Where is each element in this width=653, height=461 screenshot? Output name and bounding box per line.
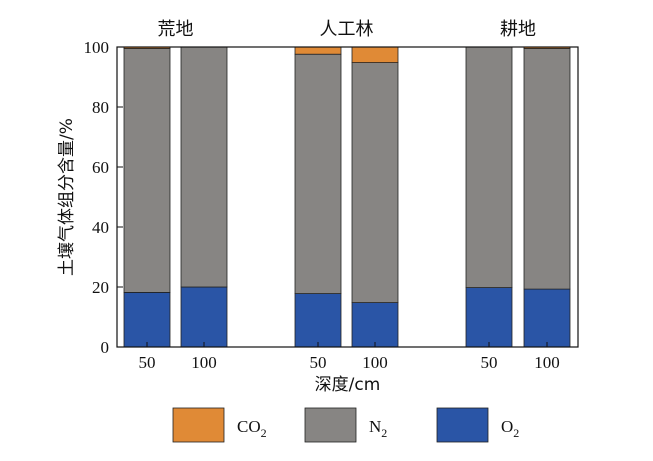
plot-frame [116,46,579,348]
y-tick-label: 0 [101,338,110,357]
legend-swatch-co2 [172,407,225,443]
y-tick-label: 40 [92,218,109,237]
legend-label-co2: CO2 [237,417,267,440]
bar-n2-5 [465,46,513,289]
y-tick-label: 100 [84,38,110,57]
bar-o2-6 [523,288,571,348]
bar-o2-2 [180,286,228,348]
y-axis-label: 土壤气体组分含量/% [56,118,77,276]
x-tick-label: 50 [139,353,156,372]
group-label: 人工林 [320,19,374,40]
bar-co2-4 [351,46,399,64]
bar-n2-2 [180,46,228,288]
legend-label-o2: O2 [501,417,519,440]
legend: CO2 N2 O2 [172,407,519,443]
group-label: 耕地 [500,19,536,40]
group-label: 荒地 [158,19,194,40]
bar-o2-4 [351,302,399,348]
y-axis-ticks: 0 20 40 60 80 100 [84,38,123,357]
legend-swatch-o2 [436,407,489,443]
bar-n2-1 [123,48,171,293]
bar-n2-3 [294,53,342,294]
y-tick-label: 80 [92,98,109,117]
bar-o2-1 [123,291,171,348]
x-tick-label: 100 [534,353,560,372]
x-tick-label: 100 [191,353,217,372]
legend-label-n2: N2 [369,417,387,440]
group-labels: 荒地 人工林 耕地 [158,19,537,40]
bar-o2-3 [294,293,342,348]
bars [123,46,571,348]
bar-co2-3 [294,46,342,55]
bar-n2-4 [351,62,399,303]
bar-o2-5 [465,287,513,348]
bar-n2-6 [523,48,571,290]
x-axis-ticks: 50 100 50 100 50 100 [139,342,560,372]
legend-swatch-n2 [304,407,357,443]
x-tick-label: 100 [362,353,388,372]
x-tick-label: 50 [310,353,327,372]
x-axis-label: 深度/cm [315,375,381,395]
y-tick-label: 60 [92,158,109,177]
y-tick-label: 20 [92,278,109,297]
x-tick-label: 50 [481,353,498,372]
